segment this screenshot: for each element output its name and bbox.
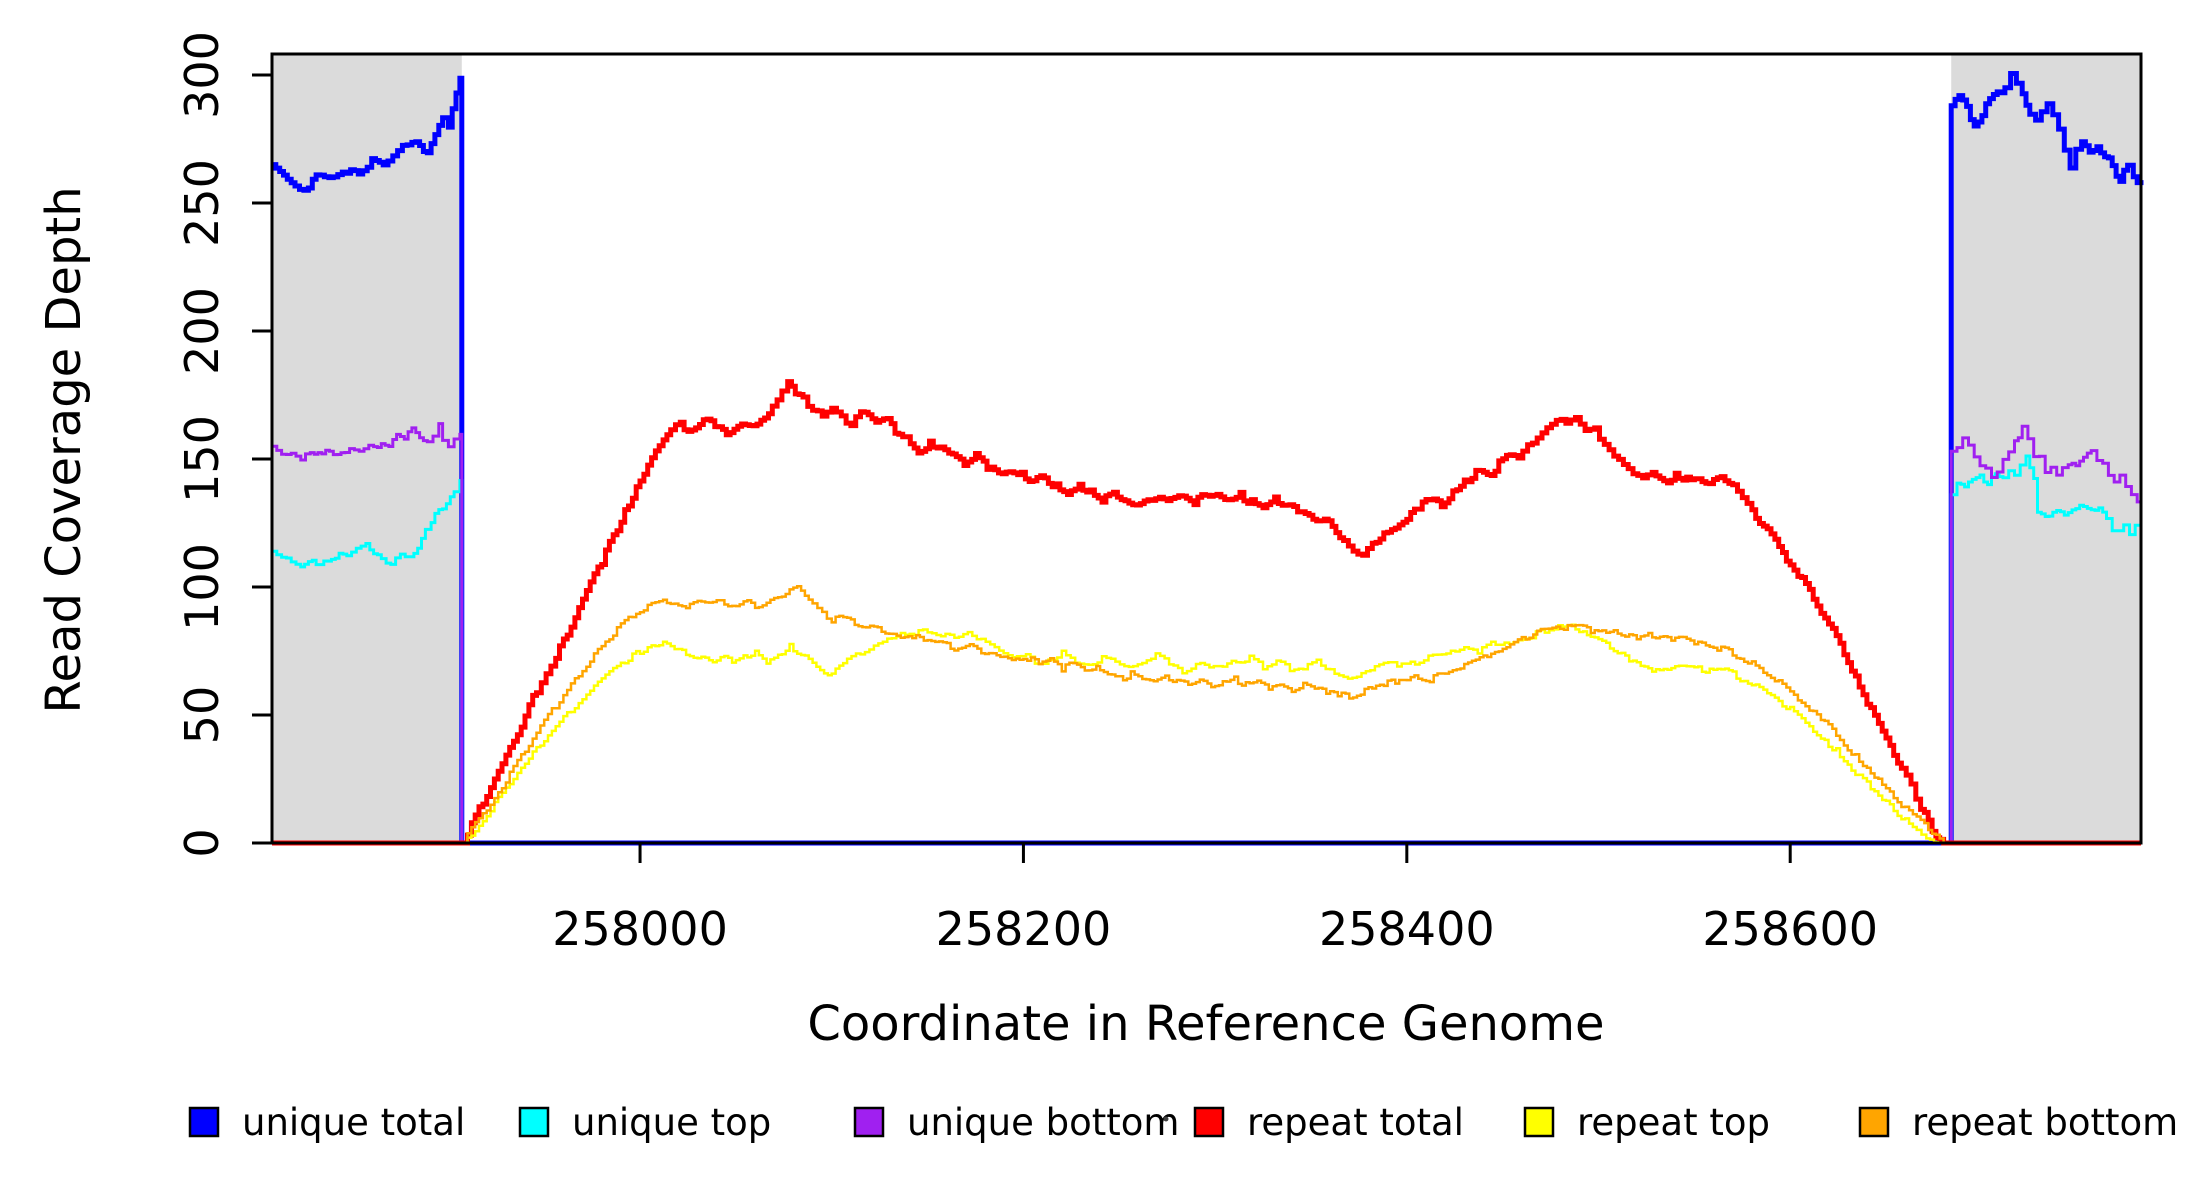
- legend-label: unique top: [572, 1101, 771, 1144]
- y-tick-label: 250: [175, 159, 229, 247]
- legend-label: repeat top: [1577, 1101, 1770, 1144]
- legend-swatch-repeat-bottom: [1858, 1106, 1890, 1138]
- legend-label: unique total: [242, 1101, 465, 1144]
- legend-item-unique-top: unique top: [518, 1101, 771, 1144]
- x-tick-label: 258400: [1319, 902, 1495, 956]
- y-tick-label: 0: [175, 828, 229, 857]
- legend-swatch-repeat-total: [1193, 1106, 1225, 1138]
- stray-dot: [1163, 1116, 1169, 1122]
- series-line-unique-total: [272, 71, 2144, 846]
- y-tick-label: 150: [175, 415, 229, 503]
- legend-label: repeat total: [1247, 1101, 1464, 1144]
- legend-label: unique bottom: [907, 1101, 1179, 1144]
- y-tick-label: 100: [175, 543, 229, 631]
- series-line-repeat-bottom: [272, 585, 2141, 845]
- shaded-regions: [272, 54, 2141, 843]
- x-tick-label: 258600: [1702, 902, 1878, 956]
- y-axis-title: Read Coverage Depth: [36, 186, 92, 713]
- x-tick-label: 258000: [552, 902, 728, 956]
- legend-item-repeat-bottom: repeat bottom: [1858, 1101, 2178, 1144]
- series-line-repeat-top: [272, 623, 2141, 845]
- legend-swatch-unique-total: [188, 1106, 220, 1138]
- legend-item-unique-bottom: unique bottom: [853, 1101, 1179, 1144]
- legend-item-unique-total: unique total: [188, 1101, 465, 1144]
- legend-item-repeat-total: repeat total: [1193, 1101, 1464, 1144]
- series-line-unique-top: [272, 454, 2143, 845]
- axes: [252, 52, 2143, 863]
- y-tick-label: 50: [175, 686, 229, 745]
- legend-swatch-repeat-top: [1523, 1106, 1555, 1138]
- legend-label: repeat bottom: [1912, 1101, 2178, 1144]
- legend-item-repeat-top: repeat top: [1523, 1101, 1770, 1144]
- legend-swatch-unique-top: [518, 1106, 550, 1138]
- axis-tick-labels: 258000 258200 258400 258600 0 50 100 150 200 250 3…: [175, 31, 1878, 956]
- legend-swatch-unique-bottom: [853, 1106, 885, 1138]
- y-tick-label: 200: [175, 287, 229, 375]
- right-flank-unique-region: [1951, 54, 2141, 843]
- x-tick-label: 258200: [936, 902, 1112, 956]
- series-lines: [272, 71, 2144, 846]
- chart-legend: unique total unique top unique bottom repea…: [188, 1101, 2178, 1144]
- y-tick-label: 300: [175, 31, 229, 119]
- plot-border: [270, 52, 2143, 845]
- series-line-unique-bottom: [272, 422, 2143, 845]
- x-axis-title: Coordinate in Reference Genome: [807, 996, 1604, 1052]
- series-line-repeat-total: [272, 379, 2141, 846]
